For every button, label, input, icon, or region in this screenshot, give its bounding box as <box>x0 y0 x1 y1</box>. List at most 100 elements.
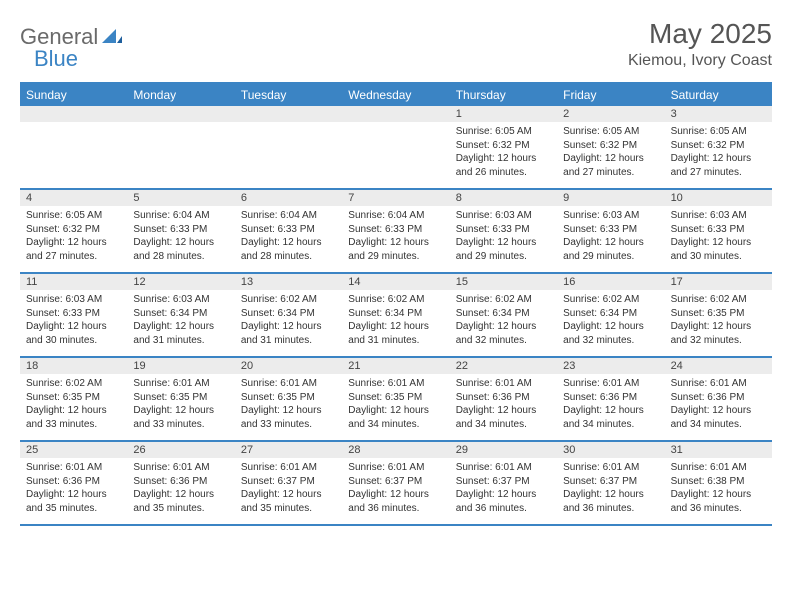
day-cell: 30Sunrise: 6:01 AMSunset: 6:37 PMDayligh… <box>557 442 664 524</box>
sunrise-text: Sunrise: 6:05 AM <box>563 125 658 139</box>
sunset-text: Sunset: 6:34 PM <box>133 307 228 321</box>
sunrise-text: Sunrise: 6:02 AM <box>671 293 766 307</box>
logo-line2: Blue <box>34 46 78 72</box>
weekday-mon: Monday <box>127 84 234 106</box>
daylight-text: Daylight: 12 hours and 34 minutes. <box>563 404 658 431</box>
day-cell: 18Sunrise: 6:02 AMSunset: 6:35 PMDayligh… <box>20 358 127 440</box>
day-cell: 20Sunrise: 6:01 AMSunset: 6:35 PMDayligh… <box>235 358 342 440</box>
day-details: Sunrise: 6:05 AMSunset: 6:32 PMDaylight:… <box>557 122 664 183</box>
day-cell <box>235 106 342 188</box>
weekday-sat: Saturday <box>665 84 772 106</box>
sunrise-text: Sunrise: 6:01 AM <box>456 461 551 475</box>
daylight-text: Daylight: 12 hours and 35 minutes. <box>26 488 121 515</box>
daylight-text: Daylight: 12 hours and 27 minutes. <box>26 236 121 263</box>
day-details <box>235 122 342 129</box>
day-details: Sunrise: 6:02 AMSunset: 6:34 PMDaylight:… <box>342 290 449 351</box>
day-number: 1 <box>450 106 557 122</box>
day-details: Sunrise: 6:01 AMSunset: 6:36 PMDaylight:… <box>665 374 772 435</box>
daylight-text: Daylight: 12 hours and 31 minutes. <box>133 320 228 347</box>
day-number: 5 <box>127 190 234 206</box>
location-label: Kiemou, Ivory Coast <box>628 52 772 70</box>
day-number: 3 <box>665 106 772 122</box>
day-cell: 2Sunrise: 6:05 AMSunset: 6:32 PMDaylight… <box>557 106 664 188</box>
sunrise-text: Sunrise: 6:01 AM <box>671 461 766 475</box>
daylight-text: Daylight: 12 hours and 29 minutes. <box>456 236 551 263</box>
day-details: Sunrise: 6:05 AMSunset: 6:32 PMDaylight:… <box>665 122 772 183</box>
day-cell: 15Sunrise: 6:02 AMSunset: 6:34 PMDayligh… <box>450 274 557 356</box>
daylight-text: Daylight: 12 hours and 34 minutes. <box>456 404 551 431</box>
sunrise-text: Sunrise: 6:05 AM <box>456 125 551 139</box>
daylight-text: Daylight: 12 hours and 32 minutes. <box>563 320 658 347</box>
weekday-fri: Friday <box>557 84 664 106</box>
sunset-text: Sunset: 6:32 PM <box>563 139 658 153</box>
week-row: 1Sunrise: 6:05 AMSunset: 6:32 PMDaylight… <box>20 106 772 190</box>
day-details: Sunrise: 6:04 AMSunset: 6:33 PMDaylight:… <box>342 206 449 267</box>
sunset-text: Sunset: 6:33 PM <box>26 307 121 321</box>
day-details: Sunrise: 6:03 AMSunset: 6:33 PMDaylight:… <box>450 206 557 267</box>
day-cell: 27Sunrise: 6:01 AMSunset: 6:37 PMDayligh… <box>235 442 342 524</box>
daylight-text: Daylight: 12 hours and 29 minutes. <box>563 236 658 263</box>
day-cell: 28Sunrise: 6:01 AMSunset: 6:37 PMDayligh… <box>342 442 449 524</box>
day-cell: 29Sunrise: 6:01 AMSunset: 6:37 PMDayligh… <box>450 442 557 524</box>
sunset-text: Sunset: 6:36 PM <box>456 391 551 405</box>
sunset-text: Sunset: 6:36 PM <box>563 391 658 405</box>
sunset-text: Sunset: 6:36 PM <box>671 391 766 405</box>
day-details <box>127 122 234 129</box>
week-row: 4Sunrise: 6:05 AMSunset: 6:32 PMDaylight… <box>20 190 772 274</box>
day-cell: 16Sunrise: 6:02 AMSunset: 6:34 PMDayligh… <box>557 274 664 356</box>
day-details <box>20 122 127 129</box>
day-number <box>127 106 234 122</box>
weekday-wed: Wednesday <box>342 84 449 106</box>
day-cell: 12Sunrise: 6:03 AMSunset: 6:34 PMDayligh… <box>127 274 234 356</box>
sunset-text: Sunset: 6:33 PM <box>671 223 766 237</box>
sunrise-text: Sunrise: 6:01 AM <box>456 377 551 391</box>
sunset-text: Sunset: 6:33 PM <box>563 223 658 237</box>
day-cell: 9Sunrise: 6:03 AMSunset: 6:33 PMDaylight… <box>557 190 664 272</box>
day-cell: 17Sunrise: 6:02 AMSunset: 6:35 PMDayligh… <box>665 274 772 356</box>
sunset-text: Sunset: 6:34 PM <box>241 307 336 321</box>
sunrise-text: Sunrise: 6:01 AM <box>348 461 443 475</box>
day-cell: 10Sunrise: 6:03 AMSunset: 6:33 PMDayligh… <box>665 190 772 272</box>
day-cell: 24Sunrise: 6:01 AMSunset: 6:36 PMDayligh… <box>665 358 772 440</box>
weekday-sun: Sunday <box>20 84 127 106</box>
daylight-text: Daylight: 12 hours and 33 minutes. <box>241 404 336 431</box>
daylight-text: Daylight: 12 hours and 34 minutes. <box>671 404 766 431</box>
sunset-text: Sunset: 6:37 PM <box>348 475 443 489</box>
day-details: Sunrise: 6:02 AMSunset: 6:34 PMDaylight:… <box>235 290 342 351</box>
day-cell: 11Sunrise: 6:03 AMSunset: 6:33 PMDayligh… <box>20 274 127 356</box>
day-cell: 31Sunrise: 6:01 AMSunset: 6:38 PMDayligh… <box>665 442 772 524</box>
daylight-text: Daylight: 12 hours and 27 minutes. <box>563 152 658 179</box>
daylight-text: Daylight: 12 hours and 36 minutes. <box>563 488 658 515</box>
day-details: Sunrise: 6:01 AMSunset: 6:35 PMDaylight:… <box>235 374 342 435</box>
day-number: 11 <box>20 274 127 290</box>
sunset-text: Sunset: 6:33 PM <box>456 223 551 237</box>
sunset-text: Sunset: 6:32 PM <box>456 139 551 153</box>
day-cell: 23Sunrise: 6:01 AMSunset: 6:36 PMDayligh… <box>557 358 664 440</box>
sunrise-text: Sunrise: 6:03 AM <box>26 293 121 307</box>
day-cell <box>127 106 234 188</box>
day-cell <box>342 106 449 188</box>
sunrise-text: Sunrise: 6:01 AM <box>563 377 658 391</box>
day-details: Sunrise: 6:01 AMSunset: 6:36 PMDaylight:… <box>20 458 127 519</box>
day-number: 16 <box>557 274 664 290</box>
day-number: 24 <box>665 358 772 374</box>
day-details: Sunrise: 6:01 AMSunset: 6:37 PMDaylight:… <box>450 458 557 519</box>
day-cell: 22Sunrise: 6:01 AMSunset: 6:36 PMDayligh… <box>450 358 557 440</box>
daylight-text: Daylight: 12 hours and 31 minutes. <box>241 320 336 347</box>
daylight-text: Daylight: 12 hours and 36 minutes. <box>348 488 443 515</box>
daylight-text: Daylight: 12 hours and 26 minutes. <box>456 152 551 179</box>
day-number: 25 <box>20 442 127 458</box>
day-details: Sunrise: 6:04 AMSunset: 6:33 PMDaylight:… <box>235 206 342 267</box>
daylight-text: Daylight: 12 hours and 33 minutes. <box>133 404 228 431</box>
day-number <box>235 106 342 122</box>
sunset-text: Sunset: 6:35 PM <box>26 391 121 405</box>
week-row: 18Sunrise: 6:02 AMSunset: 6:35 PMDayligh… <box>20 358 772 442</box>
sunrise-text: Sunrise: 6:02 AM <box>26 377 121 391</box>
day-number: 14 <box>342 274 449 290</box>
sunset-text: Sunset: 6:35 PM <box>671 307 766 321</box>
sunrise-text: Sunrise: 6:05 AM <box>671 125 766 139</box>
sunset-text: Sunset: 6:35 PM <box>348 391 443 405</box>
sunrise-text: Sunrise: 6:02 AM <box>348 293 443 307</box>
sunset-text: Sunset: 6:34 PM <box>348 307 443 321</box>
sunset-text: Sunset: 6:32 PM <box>26 223 121 237</box>
